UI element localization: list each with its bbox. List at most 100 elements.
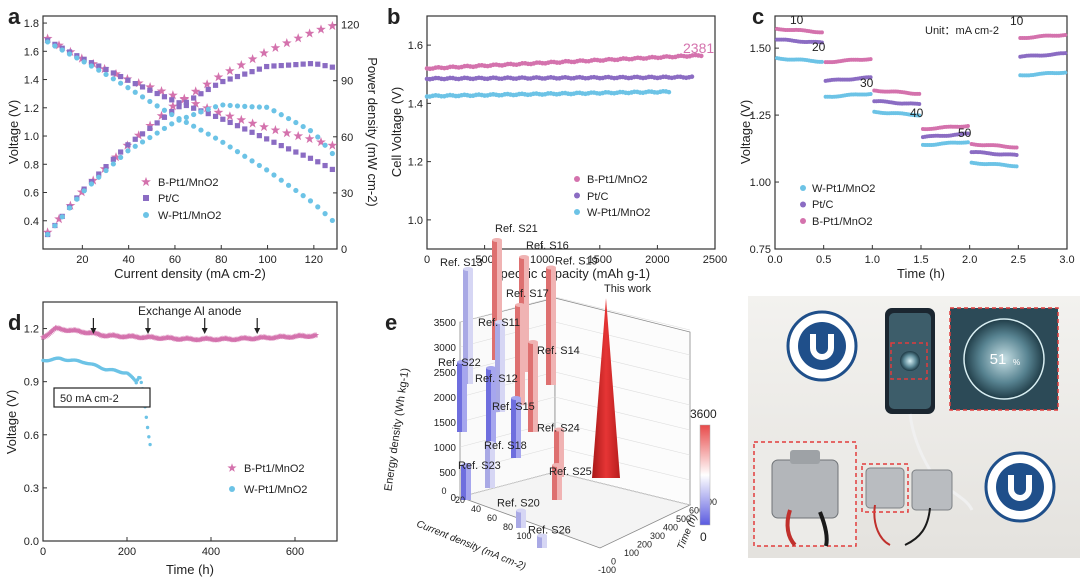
a-data-point (242, 126, 248, 132)
a-data-point (264, 167, 270, 173)
d-data-point (145, 425, 150, 430)
panel-d-box-label: 50 mA cm-2 (60, 393, 119, 405)
d-x-tick-label: 600 (286, 546, 304, 558)
panel-c-legend-1: W-Pt1/MnO2 (812, 183, 875, 195)
a-data-point (259, 47, 269, 58)
c-y-tick-label: 0.75 (750, 244, 771, 256)
a-data-point (52, 43, 58, 49)
a-data-point (156, 86, 167, 96)
a-data-point (304, 133, 315, 144)
a-data-point (74, 196, 80, 202)
a-data-point (227, 144, 233, 150)
c-data-point (1014, 152, 1019, 157)
b-y-tick-label: 1.6 (408, 40, 423, 52)
e-bar-top (528, 340, 538, 344)
panel-c-legend-symbols (800, 185, 806, 224)
c-data-point (1063, 70, 1068, 75)
a-data-point (59, 47, 65, 53)
a-y-tick-label: 0.6 (24, 188, 39, 200)
d-data-point (148, 442, 152, 447)
panel-e-colorbar (699, 424, 711, 526)
panel-c-step-6: 10 (1010, 14, 1024, 28)
e-grid-line (554, 296, 691, 331)
panel-a-y2-label: Power density (mW cm-2) (365, 57, 380, 207)
c-data-point (868, 92, 873, 97)
e-x-tick-label: 20 (455, 495, 465, 505)
panel-f: f 51 % (748, 296, 1080, 558)
panel-b-y-label: Cell Voltage (V) (389, 87, 404, 177)
panel-e-label: e (385, 310, 397, 335)
a-data-point (293, 33, 304, 43)
e-grid-line (554, 371, 691, 406)
cell-inset-red-lead (785, 509, 797, 547)
cell-inset-black-lead (818, 511, 829, 547)
panel-d-frame (42, 301, 338, 542)
b-legend-circle (574, 192, 580, 199)
a-data-point (74, 55, 80, 61)
a-data-point (191, 123, 197, 129)
e-bar-label: Ref. S26 (528, 525, 571, 537)
a-data-point (54, 40, 64, 50)
panel-a-frame (42, 15, 338, 250)
a-data-point (118, 80, 124, 86)
d-legend-circle (229, 486, 235, 492)
a-data-point (242, 71, 248, 77)
e-time-tick-label: 400 (663, 523, 678, 533)
a-data-point (132, 89, 138, 95)
panel-d-legend: B-Pt1/MnO2 W-Pt1/MnO2 (227, 463, 307, 496)
panel-d-annotation: Exchange Al anode (138, 304, 242, 318)
a-data-point (300, 193, 306, 199)
e-bar-shade (461, 465, 466, 500)
a-x-tick-label: 60 (169, 254, 181, 266)
a-data-point (264, 136, 270, 142)
battery-cells (865, 467, 953, 546)
panel-c-x-ticks: 0.0 0.5 1.0 1.5 2.0 2.5 3.0 (767, 245, 1075, 266)
panel-e-colorbar-max: 3600 (690, 407, 717, 421)
exchange-arrow-head (201, 328, 208, 334)
a-data-point (293, 149, 299, 155)
a-data-point (300, 152, 306, 158)
a-data-point (111, 68, 121, 79)
c-legend-circle (800, 185, 806, 191)
a-data-point (271, 139, 277, 145)
b-x-tick-label: 500 (475, 254, 493, 266)
a-data-point (147, 134, 153, 141)
a-data-point (259, 121, 269, 132)
cell-2 (911, 469, 953, 511)
e-bar-label: Ref. S11 (478, 317, 520, 329)
panel-b-legend-1: B-Pt1/MnO2 (587, 174, 648, 186)
a-data-point (247, 54, 258, 64)
a-data-point (125, 85, 131, 91)
a-data-point (256, 66, 262, 72)
b-x-tick-label: 0 (424, 254, 430, 266)
a-data-point (154, 130, 160, 136)
panel-b-x-ticks: 0 500 1000 1500 2000 2500 (424, 245, 727, 266)
a-y-tick-label: 1.0 (24, 131, 39, 143)
a-data-point (271, 108, 277, 114)
zoom-inset-ring (964, 319, 1044, 399)
a-data-point (156, 110, 167, 120)
exchange-arrow-head (254, 328, 261, 334)
a-data-point (154, 103, 160, 109)
logo-emblem-icon (1008, 475, 1032, 501)
e-bar-shade (528, 342, 533, 432)
panel-b-label: b (387, 4, 400, 29)
c-data-point (1063, 33, 1068, 38)
e-time-tick-label: 200 (637, 540, 652, 550)
e-z-tick-label: 3500 (434, 318, 457, 329)
c-x-tick-label: 0.5 (816, 254, 831, 266)
e-bar-shade (463, 269, 468, 384)
b-legend-circle (574, 209, 580, 215)
a-data-point (66, 205, 73, 211)
e-x-tick-label: 40 (471, 504, 481, 514)
a-data-point (168, 90, 178, 100)
a-data-point (307, 128, 314, 134)
c-x-tick-label: 1.5 (913, 254, 928, 266)
b-x-tick-label: 1500 (588, 254, 612, 266)
a-data-point (198, 127, 204, 133)
c-data-point (819, 40, 824, 45)
panel-d-legend-2: W-Pt1/MnO2 (244, 484, 307, 496)
a-x-tick-label: 100 (258, 254, 276, 266)
d-y-tick-label: 0.3 (24, 483, 39, 495)
